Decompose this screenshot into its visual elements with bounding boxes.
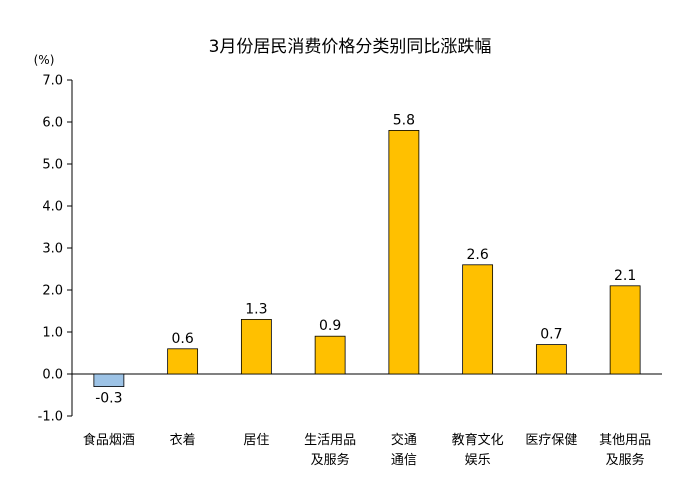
y-tick-label: 5.0 <box>42 158 63 173</box>
bar-value-label: 2.1 <box>614 268 636 284</box>
y-tick-label: 2.0 <box>42 284 63 299</box>
y-tick-label: 7.0 <box>42 74 63 89</box>
y-tick-label: 1.0 <box>42 326 63 341</box>
category-label: 交通通信 <box>391 432 417 468</box>
y-tick-label: 6.0 <box>42 116 63 131</box>
y-axis-unit-label: (%) <box>34 53 55 67</box>
bar <box>609 285 641 375</box>
category-labels: 食品烟酒 衣着 居住 生活用品及服务 交通通信 教育文化娱乐 医疗保健 其他用品及服务 <box>83 432 651 468</box>
bar <box>388 129 420 375</box>
y-tick-label: 0.0 <box>42 368 63 383</box>
bar-value-label: 0.6 <box>171 331 193 347</box>
y-tick-label: -1.0 <box>38 410 63 425</box>
bar-value-label: 5.8 <box>393 112 415 128</box>
category-label: 医疗保健 <box>525 433 577 448</box>
bar <box>167 348 199 375</box>
bar <box>462 264 494 375</box>
bar-value-label: -0.3 <box>95 391 122 407</box>
bar <box>314 335 346 375</box>
bar-value-label: 2.6 <box>466 247 488 263</box>
category-label: 食品烟酒 <box>83 432 135 448</box>
bar-value-label: 0.7 <box>540 327 562 343</box>
y-tick-label: 4.0 <box>42 200 63 215</box>
bar <box>93 373 125 387</box>
chart-title: 3月份居民消费价格分类别同比涨跌幅 <box>209 37 492 57</box>
bars <box>93 129 641 387</box>
bar <box>535 344 567 375</box>
category-label: 衣着 <box>170 432 196 448</box>
category-label: 教育文化娱乐 <box>452 432 504 468</box>
category-label: 其他用品及服务 <box>599 433 651 468</box>
bar-value-label: 0.9 <box>319 318 341 334</box>
bar-value-label: 1.3 <box>245 301 267 317</box>
bar <box>240 318 272 375</box>
category-label: 居住 <box>243 433 269 448</box>
category-label: 生活用品及服务 <box>304 433 356 468</box>
y-axis: -1.0 0.0 1.0 2.0 3.0 4.0 5.0 6.0 7.0 <box>38 74 73 425</box>
y-tick-label: 3.0 <box>42 242 63 257</box>
value-labels: -0.3 0.6 1.3 0.9 5.8 2.6 0.7 2.1 <box>95 112 636 406</box>
